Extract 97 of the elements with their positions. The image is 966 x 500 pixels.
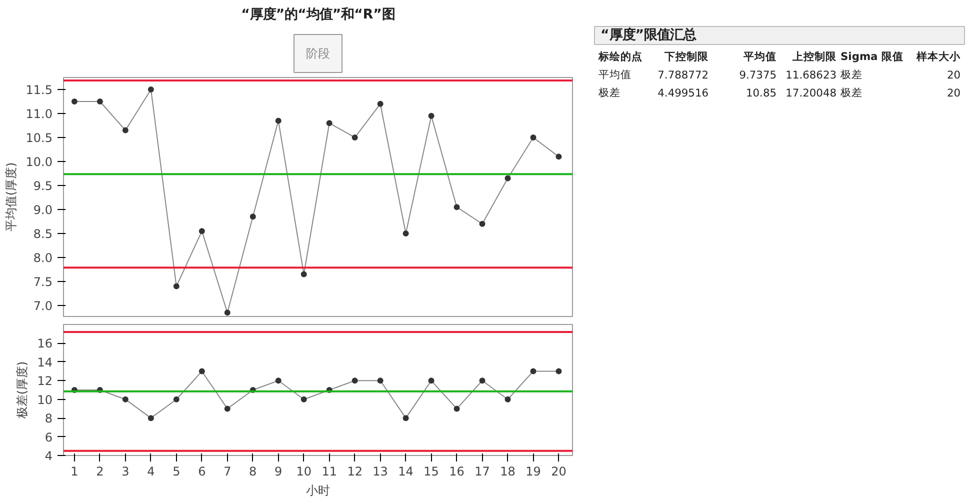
point: [300, 396, 307, 402]
point: [479, 220, 486, 227]
point: [96, 98, 103, 104]
y-tick-label: 14: [37, 355, 53, 370]
x-tick-label: 2: [96, 464, 104, 478]
point: [530, 368, 536, 374]
point: [122, 396, 128, 402]
y-tick-label: 11.0: [26, 106, 52, 121]
x-tick-label: 11: [322, 464, 337, 478]
x-tick-label: 12: [347, 464, 362, 478]
point: [402, 415, 409, 422]
text: 极差: [598, 86, 620, 99]
text: 11.68623: [786, 68, 837, 82]
y-tick-label: 8.0: [33, 250, 53, 265]
x-tick-label: 18: [500, 464, 516, 478]
y-axis-title: 极差(厚度): [15, 361, 30, 420]
point: [454, 406, 460, 412]
text: 平均值: [598, 68, 632, 81]
text: “厚度”限值汇总: [600, 27, 698, 43]
point: [428, 112, 434, 119]
x-tick-label: 5: [172, 464, 180, 478]
point: [530, 134, 536, 140]
point: [377, 100, 384, 107]
point: [504, 396, 511, 402]
text: 4.499516: [658, 86, 709, 100]
y-axis-title: 平均值(厚度): [4, 162, 18, 232]
point: [250, 214, 256, 220]
point: [504, 175, 511, 182]
point: [275, 118, 282, 124]
text: 上控制限: [792, 50, 838, 63]
point: [326, 120, 332, 126]
text: 极差: [840, 68, 862, 81]
y-tick-label: 16: [37, 336, 53, 351]
y-tick-label: 7.5: [33, 274, 53, 289]
chart-title: “厚度”的“均值”和“R”图: [241, 6, 395, 22]
point: [148, 415, 154, 422]
x-tick-label: 10: [296, 464, 312, 478]
point: [71, 98, 78, 104]
point: [173, 283, 180, 290]
point: [224, 406, 230, 412]
y-tick-label: 10: [37, 392, 53, 407]
text: 17.20048: [786, 86, 837, 100]
x-tick-label: 15: [424, 464, 439, 478]
x-tick-label: 4: [147, 464, 155, 478]
y-tick-label: 7.0: [33, 298, 53, 313]
x-tick-label: 8: [249, 464, 257, 478]
x-tick-label: 16: [449, 464, 464, 478]
y-tick-label: 4: [44, 449, 53, 463]
text: 9.7375: [739, 68, 777, 82]
text: 7.788772: [658, 68, 709, 82]
y-tick-label: 8: [44, 412, 53, 426]
y-tick-label: 11.5: [26, 83, 52, 97]
y-tick-label: 8.5: [33, 226, 53, 241]
text: 标绘的点: [598, 50, 642, 63]
x-tick-label: 13: [372, 464, 388, 478]
y-tick-label: 9.5: [33, 178, 53, 193]
x-tick-label: 17: [474, 464, 490, 478]
y-tick-label: 6: [44, 430, 53, 444]
text: 极差: [840, 86, 862, 99]
x-tick-label: 20: [551, 464, 566, 478]
chart-subtitle: 阶段: [306, 46, 330, 60]
y-tick-label: 10.0: [26, 154, 52, 169]
text: 10.85: [746, 86, 777, 100]
x-axis-title: 小时: [306, 484, 330, 498]
x-tick-label: 3: [122, 464, 130, 478]
point: [454, 204, 460, 210]
point: [224, 310, 230, 316]
point: [198, 368, 205, 374]
text: 20: [946, 68, 961, 82]
x-tick-label: 6: [198, 464, 206, 478]
y-tick-label: 9.0: [33, 202, 53, 217]
text: 20: [946, 86, 961, 100]
point: [556, 368, 562, 374]
y-tick-label: 12: [37, 374, 53, 388]
point: [173, 396, 180, 402]
y-tick-label: 10.5: [26, 130, 52, 145]
text: 下控制限: [664, 50, 710, 63]
point: [556, 154, 562, 160]
point: [402, 230, 409, 236]
point: [352, 378, 358, 384]
point: [479, 378, 486, 384]
point: [300, 271, 307, 278]
x-tick-label: 14: [398, 464, 414, 478]
text: 平均值: [742, 50, 776, 63]
point: [377, 378, 384, 384]
point: [198, 228, 205, 234]
point: [122, 127, 128, 134]
point: [148, 86, 154, 92]
x-tick-label: 9: [274, 464, 282, 478]
text: 样本大小: [916, 50, 962, 63]
x-tick-label: 19: [526, 464, 541, 478]
point: [352, 134, 358, 140]
point: [275, 378, 282, 384]
text: Sigma 限值: [840, 50, 904, 63]
x-tick-label: 1: [70, 464, 78, 478]
x-tick-label: 7: [224, 464, 232, 478]
point: [428, 378, 434, 384]
